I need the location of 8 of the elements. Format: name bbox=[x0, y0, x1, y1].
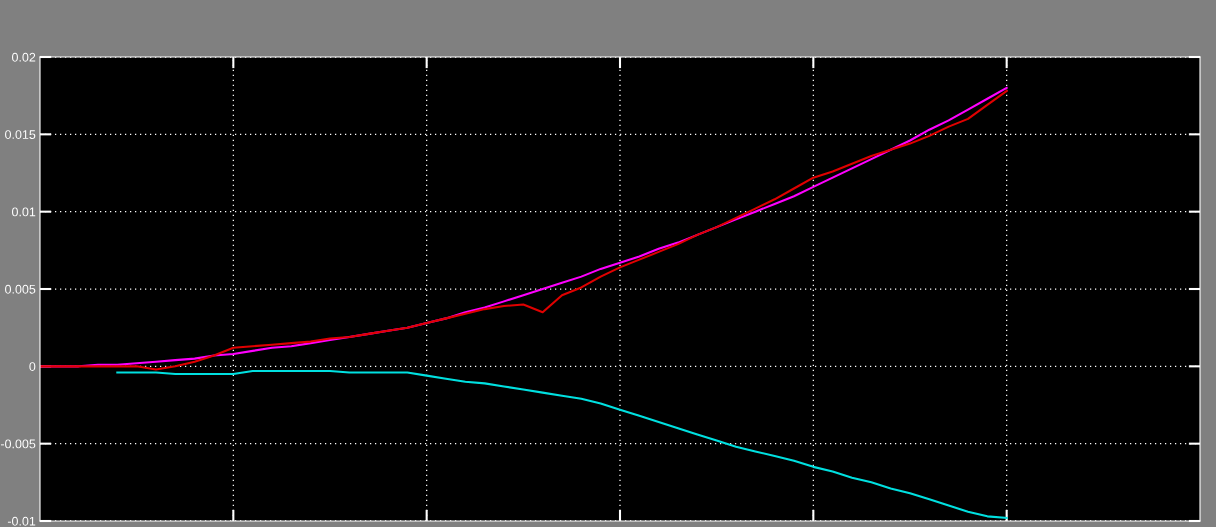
y-tick-label: 0.01 bbox=[12, 207, 36, 217]
y-tick-label: 0.015 bbox=[5, 130, 36, 139]
y-tick-label: 0 bbox=[29, 362, 36, 371]
line-series bbox=[116, 369, 1008, 519]
y-tick-label: -0.005 bbox=[0, 439, 36, 449]
y-tick-label: 0.005 bbox=[5, 284, 36, 294]
y-tick-label: -0.01 bbox=[7, 516, 36, 526]
y-tick-label: 0.02 bbox=[12, 52, 36, 62]
